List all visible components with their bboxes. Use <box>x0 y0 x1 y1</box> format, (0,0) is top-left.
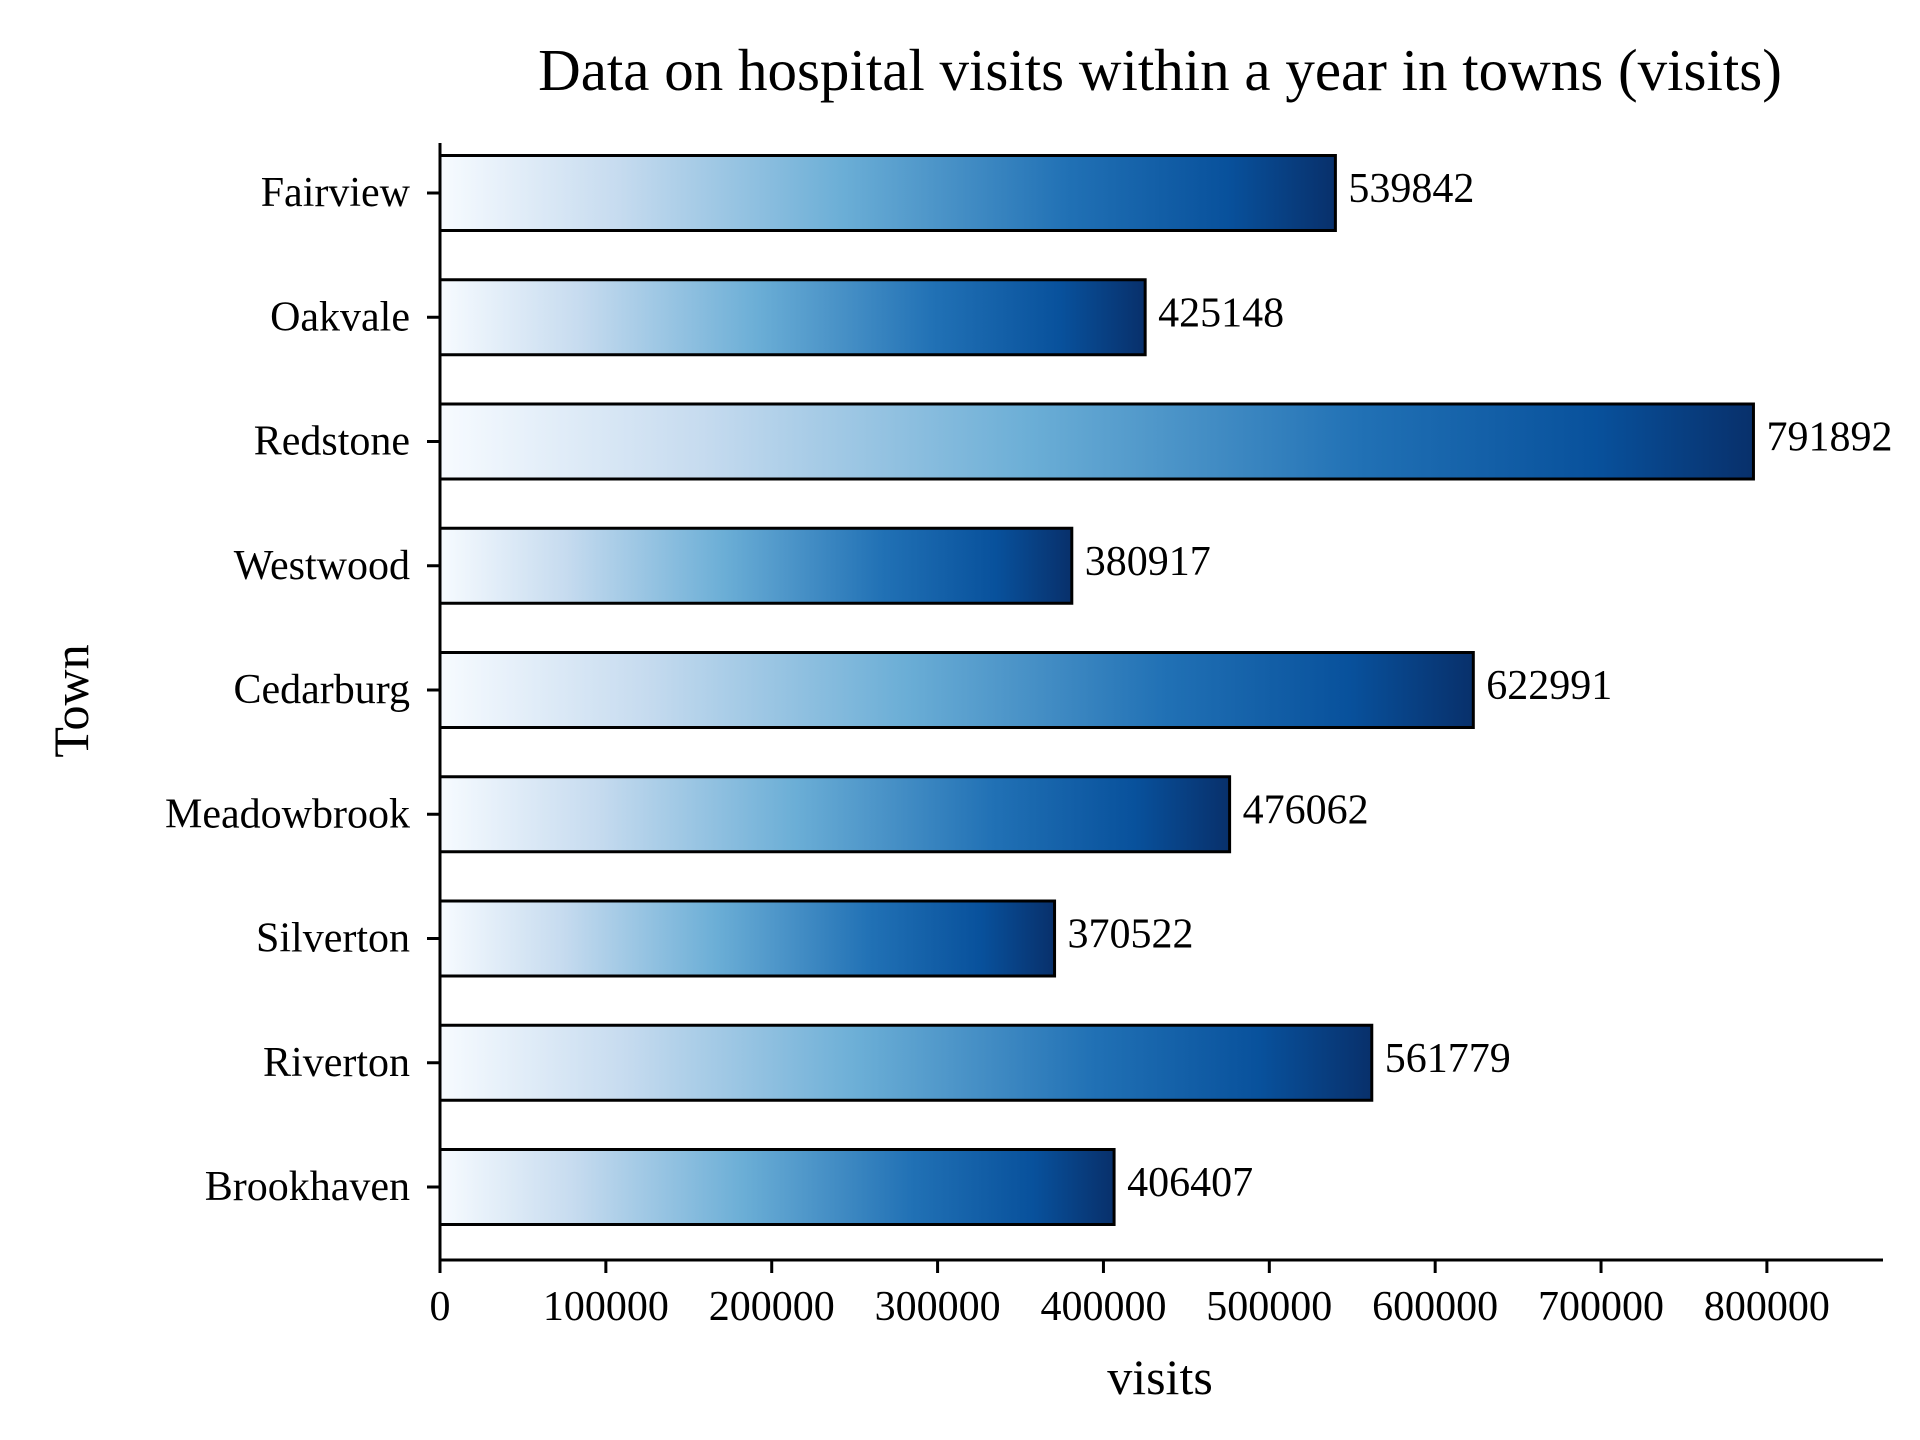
y-tick-label-westwood: Westwood <box>234 543 410 589</box>
y-tick-label-meadowbrook: Meadowbrook <box>165 791 410 837</box>
y-tick-label-brookhaven: Brookhaven <box>205 1164 410 1210</box>
y-tick-label-fairview: Fairview <box>261 170 411 216</box>
y-tick-label-silverton: Silverton <box>256 916 410 962</box>
y-tick-label-oakvale: Oakvale <box>270 294 410 340</box>
chart-title: Data on hospital visits within a year in… <box>538 37 1782 103</box>
y-axis-label: Town <box>43 644 99 757</box>
bar-redstone <box>438 402 1755 481</box>
x-axis-label: visits <box>1107 1349 1213 1405</box>
bar-riverton <box>438 1023 1374 1102</box>
data-label-redstone: 791892 <box>1766 415 1892 461</box>
x-tick-label-700000: 700000 <box>1538 1284 1664 1330</box>
x-tick-label-300000: 300000 <box>875 1284 1001 1330</box>
bar-brookhaven <box>438 1148 1116 1226</box>
x-tick-label-600000: 600000 <box>1372 1284 1498 1330</box>
x-tick-label-400000: 400000 <box>1040 1284 1166 1330</box>
x-tick-label-100000: 100000 <box>543 1284 669 1330</box>
data-label-westwood: 380917 <box>1085 539 1211 585</box>
x-tick-label-0: 0 <box>430 1284 451 1330</box>
bar-cedarburg <box>438 651 1475 729</box>
data-label-cedarburg: 622991 <box>1486 663 1612 709</box>
bar-fairview <box>438 154 1337 232</box>
data-label-meadowbrook: 476062 <box>1243 787 1369 833</box>
x-tick-label-200000: 200000 <box>709 1284 835 1330</box>
y-tick-label-redstone: Redstone <box>254 419 410 465</box>
data-labels-group: 539842 425148 791892 380917 622991 476062 3705… <box>1068 166 1893 1206</box>
x-tick-label-500000: 500000 <box>1206 1284 1332 1330</box>
bars-group <box>438 154 1755 1226</box>
data-label-silverton: 370522 <box>1068 912 1194 958</box>
bar-westwood <box>438 526 1074 605</box>
data-label-oakvale: 425148 <box>1158 290 1284 336</box>
bar-silverton <box>438 899 1057 978</box>
bar-oakvale <box>438 278 1147 357</box>
data-label-brookhaven: 406407 <box>1127 1160 1253 1206</box>
data-label-riverton: 561779 <box>1385 1036 1511 1082</box>
y-tick-label-cedarburg: Cedarburg <box>233 667 410 713</box>
data-label-fairview: 539842 <box>1348 166 1474 212</box>
y-tick-label-riverton: Riverton <box>263 1040 410 1086</box>
x-tick-label-800000: 800000 <box>1704 1284 1830 1330</box>
y-axis-ticks: Fairview Oakvale Redstone Westwood Cedarburg… <box>165 170 440 1210</box>
bar-meadowbrook <box>438 775 1232 854</box>
x-axis-ticks: 0 100000 200000 300000 400000 500000 600000 700… <box>430 1260 1830 1330</box>
